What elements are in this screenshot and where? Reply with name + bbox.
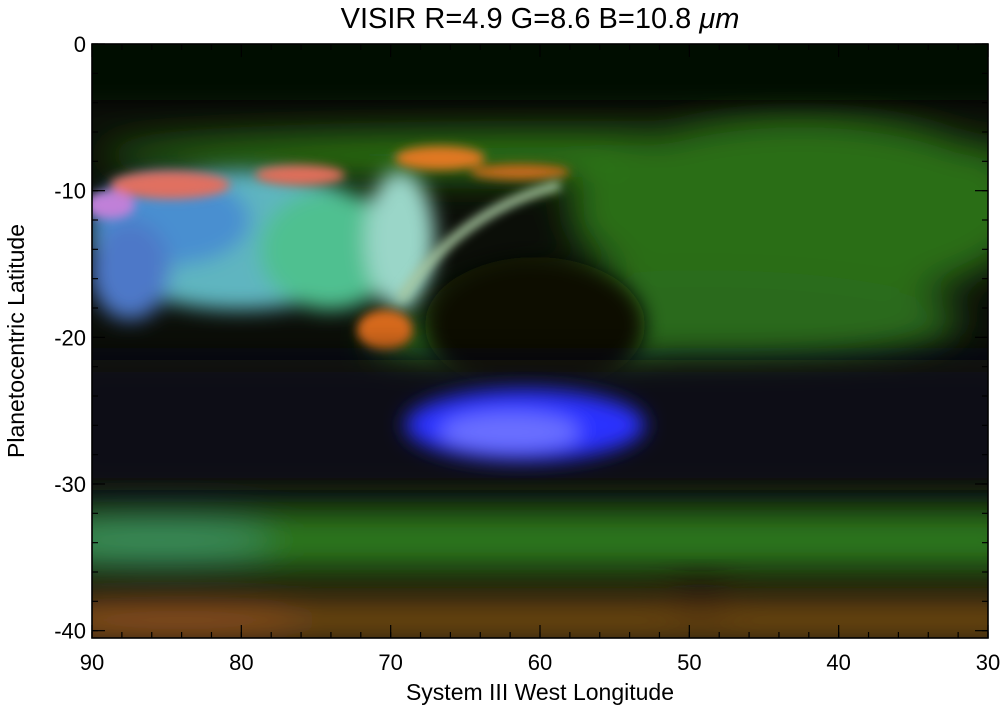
y-axis: 0 -10 -20 -30 -40 <box>54 32 988 644</box>
y-axis-label: Planetocentric Latitude <box>3 224 29 458</box>
chart-title: VISIR R=4.9 G=8.6 B=10.8 μm <box>341 3 740 35</box>
y-tick-label: 0 <box>74 32 86 57</box>
x-tick-label: 70 <box>378 650 402 675</box>
x-axis: 90 80 70 60 50 40 30 <box>80 44 1000 675</box>
x-tick-label: 60 <box>528 650 552 675</box>
x-axis-label: System III West Longitude <box>406 679 674 705</box>
heatmap-image <box>92 44 988 638</box>
y-tick-label: -10 <box>54 179 86 204</box>
y-tick-label: -40 <box>54 619 86 644</box>
y-tick-label: -30 <box>54 472 86 497</box>
y-tick-label: -20 <box>54 325 86 350</box>
x-tick-label: 40 <box>826 650 850 675</box>
x-tick-label: 50 <box>677 650 701 675</box>
x-tick-label: 90 <box>80 650 104 675</box>
x-tick-label: 80 <box>229 650 253 675</box>
x-tick-label: 30 <box>976 650 1000 675</box>
